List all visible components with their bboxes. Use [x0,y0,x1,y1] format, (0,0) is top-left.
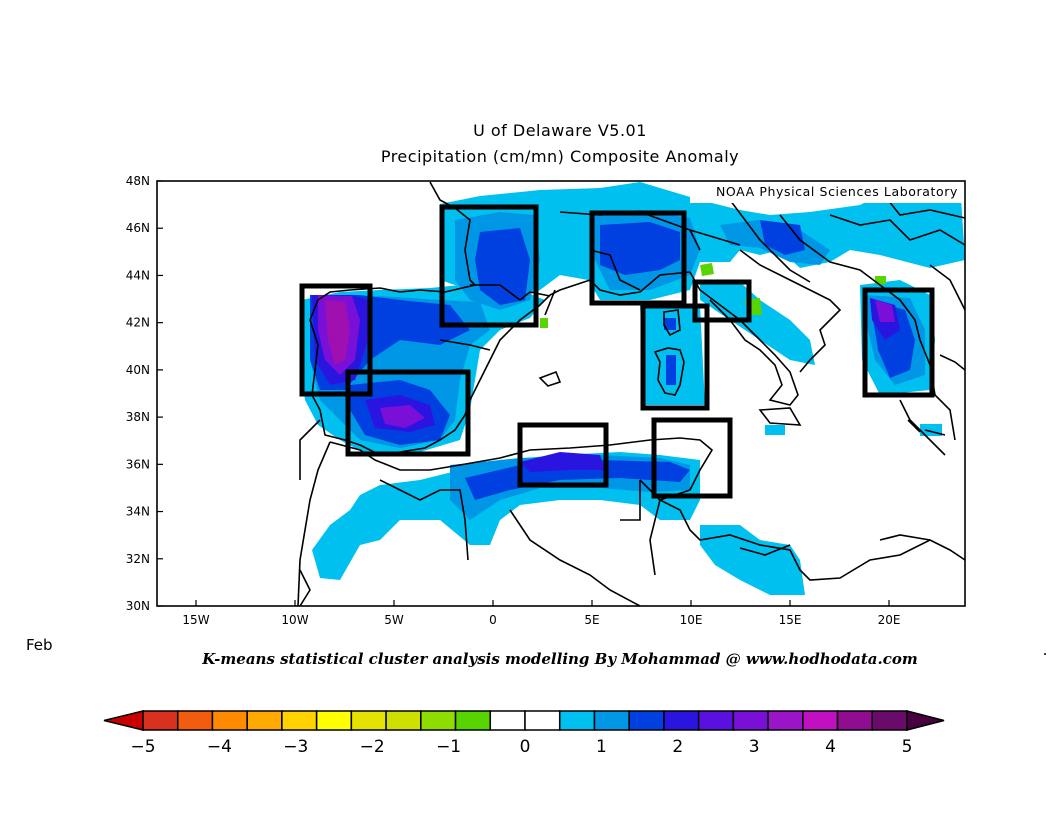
credit-text: K-means statistical cluster analysis mod… [202,650,918,668]
cluster-box-sardinia [640,303,710,411]
cluster-box-alps [589,210,687,306]
colorbar-label: −3 [283,737,308,757]
colorbar-swatch [142,710,179,731]
longitude-axis: 15W 10W 5W 0 5E 10E 15E 20E [182,600,900,627]
anomaly-fields [300,182,965,595]
lon-label: 10E [680,613,703,627]
colorbar-swatch [385,710,422,731]
colorbar-label: −4 [207,737,232,757]
colorbar-label: 5 [902,737,913,757]
colorbar-swatch [246,710,283,731]
lon-label: 5E [584,613,599,627]
colorbar-swatch [281,710,318,731]
colorbar-label: 0 [520,737,531,757]
lat-label: 42N [126,316,150,330]
colorbar-swatch [454,710,492,731]
lon-label: 15W [182,613,209,627]
cluster-box-tunisia [651,417,733,499]
lon-label: 5W [384,613,404,627]
colorbar-swatch [593,710,630,731]
colorbar-swatch [176,710,214,731]
fill-france [440,182,965,300]
colorbar-label: 3 [749,737,760,757]
fill-green-1 [700,263,714,276]
colorbar-swatch [315,710,353,731]
fill-sicily-small [765,425,785,435]
lat-label: 46N [126,221,150,235]
lon-label: 20E [878,613,901,627]
lat-label: 44N [126,268,150,282]
colorbar-arrow-high [906,710,945,731]
colorbar: −5 −4 −3 −2 −1 0 1 2 3 4 5 [103,710,945,757]
colorbar-swatch [871,710,908,731]
watermark-bg [690,182,963,203]
cluster-box-se-spain [345,369,471,457]
colorbar-label: −1 [436,737,461,757]
month-label: Feb [26,636,53,654]
colorbar-label: 2 [672,737,683,757]
cluster-box-algeria [517,422,609,488]
colorbar-swatch [836,710,874,731]
lat-label: 36N [126,457,150,471]
cluster-box-portugal [299,283,373,397]
colorbar-swatch [420,710,457,731]
latitude-axis: 48N 46N 44N 42N 40N 38N 36N 34N 32N 30N [126,174,163,613]
fill-green-3 [875,276,886,284]
fill-portugal-magenta [325,300,350,365]
lon-label: 15E [779,613,802,627]
fill-africa-indigo [520,452,605,472]
colorbar-swatch [628,710,665,731]
colorbar-swatch [663,710,700,731]
colorbar-swatch [802,710,839,731]
lat-label: 48N [126,174,150,188]
lat-label: 30N [126,599,150,613]
colorbar-label: −5 [130,737,155,757]
lat-label: 34N [126,505,150,519]
fill-croatia [760,220,805,255]
cluster-box-corsica [692,279,752,323]
chart-subtitle: Precipitation (cm/mn) Composite Anomaly [380,147,740,166]
lat-label: 32N [126,552,150,566]
colorbar-swatch [732,710,769,731]
lon-label: 0 [489,613,497,627]
colorbar-swatch [697,710,735,731]
lat-label: 38N [126,410,150,424]
fill-libya [700,525,805,595]
colorbar-label: 1 [596,737,607,757]
lat-label: 40N [126,363,150,377]
fill-italy-south [700,280,815,365]
fill-sardinia-dot [664,318,676,330]
watermark-text: NOAA Physical Sciences Laboratory [716,184,958,199]
colorbar-label: −2 [360,737,385,757]
fill-spain-purple [380,405,425,428]
colorbar-swatch [211,710,248,731]
cluster-boxes [299,204,935,499]
stray-dot [1044,653,1046,655]
colorbar-swatch [558,710,596,731]
fill-green-4 [540,318,548,328]
colorbar-swatch [489,710,526,731]
colorbar-label: 4 [825,737,836,757]
cluster-box-balkans [862,287,935,398]
cluster-box-pyrenees [439,204,539,328]
fill-alps-core [600,222,680,275]
colorbar-swatch [767,710,804,731]
colorbar-swatch [350,710,387,731]
chart-title: U of Delaware V5.01 [473,121,647,140]
lon-label: 10W [281,613,308,627]
colorbar-arrow-low [103,710,144,731]
map-frame [156,180,966,607]
fill-sardinia-bar [666,355,676,385]
colorbar-swatch [524,710,561,731]
fill-greece-purple [875,300,895,322]
